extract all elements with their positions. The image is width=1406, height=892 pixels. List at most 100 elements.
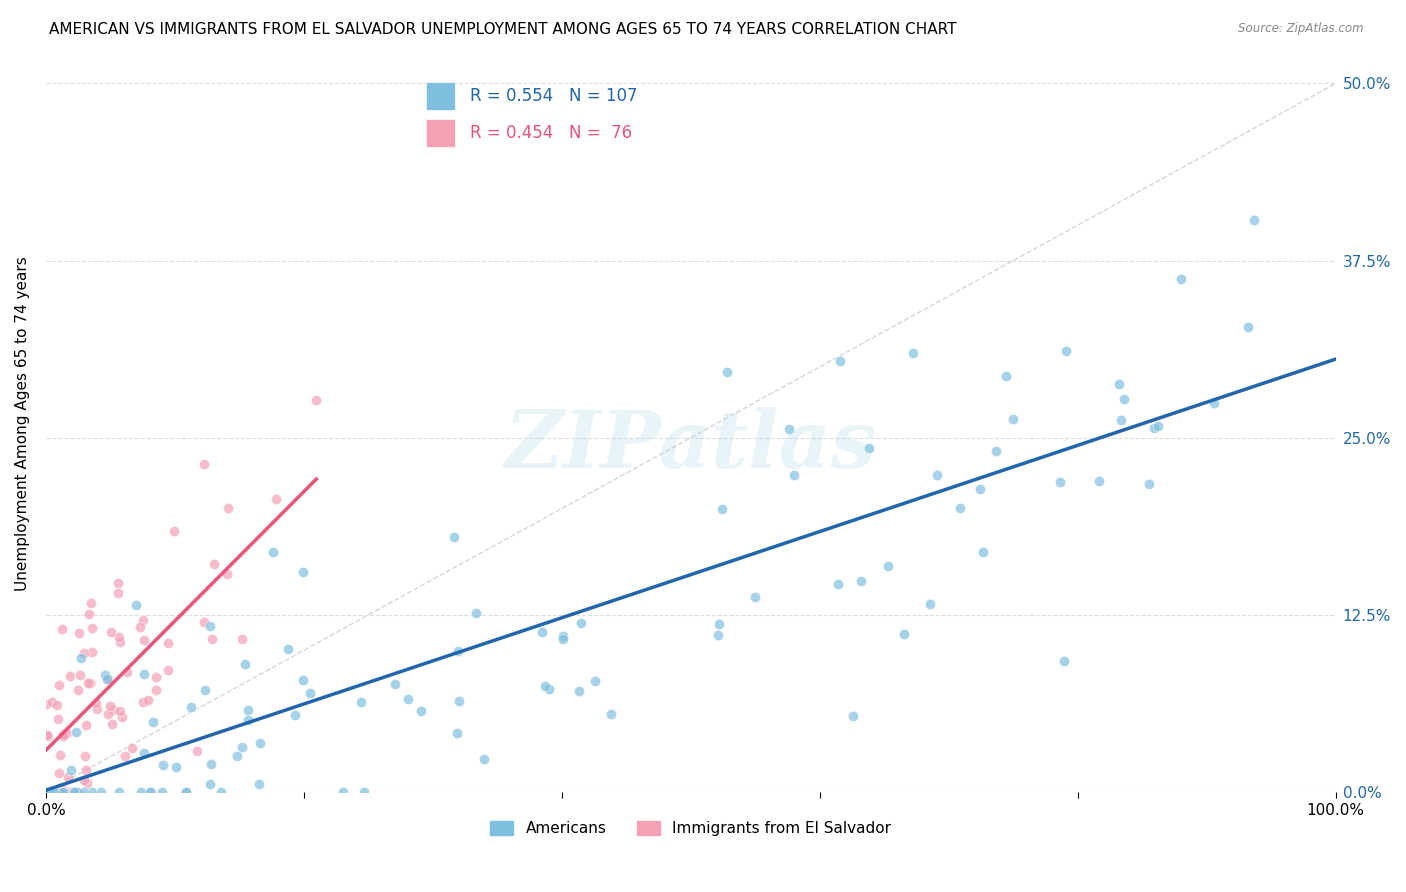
Point [145,670,167,684]
Point [200,757,222,772]
Point [215,566,238,581]
Point [1143,421,1166,435]
Point [877,559,900,574]
Point [231,632,253,646]
Point [132,613,155,627]
Point [110,705,132,719]
Point [66,785,89,799]
Point [37,785,59,799]
Point [1087,474,1109,488]
Point [56,725,79,739]
Point [893,627,915,641]
Point [384,677,406,691]
Point [209,785,232,799]
Text: AMERICAN VS IMMIGRANTS FROM EL SALVADOR UNEMPLOYMENT AMONG AGES 65 TO 74 YEARS C: AMERICAN VS IMMIGRANTS FROM EL SALVADOR … [49,22,956,37]
Point [46,712,69,726]
Point [145,683,167,698]
Point [84,696,107,710]
Point [353,785,375,799]
Point [53,726,76,740]
Point [157,636,180,650]
Point [80,645,103,659]
Point [63,785,86,799]
Point [51,781,73,796]
Point [465,606,488,620]
Point [995,368,1018,383]
Point [901,346,924,360]
Point [716,365,738,379]
Point [75,763,97,777]
Point [86,702,108,716]
Point [1170,271,1192,285]
FancyBboxPatch shape [426,82,454,111]
Point [35,697,58,711]
Point [51,785,73,799]
Point [830,353,852,368]
Point [52,785,75,799]
Point [446,725,468,739]
Point [107,585,129,599]
Point [247,777,270,791]
Point [447,694,470,708]
Point [48,678,70,692]
Point [553,629,575,643]
Point [66,682,89,697]
Point [193,458,215,472]
Point [90,785,112,799]
Point [1237,319,1260,334]
Point [59,669,82,683]
Point [75,749,97,764]
Point [783,467,806,482]
Point [82,785,104,799]
Point [73,647,96,661]
Point [201,632,224,646]
Point [551,632,574,646]
Point [142,714,165,729]
Point [132,746,155,760]
Point [194,682,217,697]
Point [231,740,253,755]
Point [66,785,89,799]
Point [569,616,592,631]
Text: R = 0.454   N =  76: R = 0.454 N = 76 [470,124,633,142]
Point [710,501,733,516]
Point [129,620,152,634]
Point [262,545,284,559]
Text: Source: ZipAtlas.com: Source: ZipAtlas.com [1239,22,1364,36]
Point [538,681,561,696]
Point [849,574,872,589]
Point [176,785,198,799]
Point [52,729,75,743]
Point [59,785,82,799]
Point [396,692,419,706]
Point [1054,344,1077,359]
Point [238,703,260,717]
Point [65,725,87,739]
Point [858,441,880,455]
Point [75,718,97,732]
Point [472,752,495,766]
Point [1137,476,1160,491]
Point [157,663,180,677]
Point [1001,412,1024,426]
Point [292,673,315,688]
Point [52,785,75,799]
Point [46,698,69,712]
Point [124,598,146,612]
Point [1147,418,1170,433]
Point [136,693,159,707]
Point [79,676,101,690]
Point [599,706,621,721]
Point [94,667,117,681]
Point [108,630,131,644]
Point [332,785,354,799]
Point [443,530,465,544]
Point [73,785,96,799]
Point [583,673,606,688]
Point [134,633,156,648]
Point [152,757,174,772]
Point [48,785,70,799]
Point [108,785,131,799]
Point [827,577,849,591]
Point [163,524,186,538]
